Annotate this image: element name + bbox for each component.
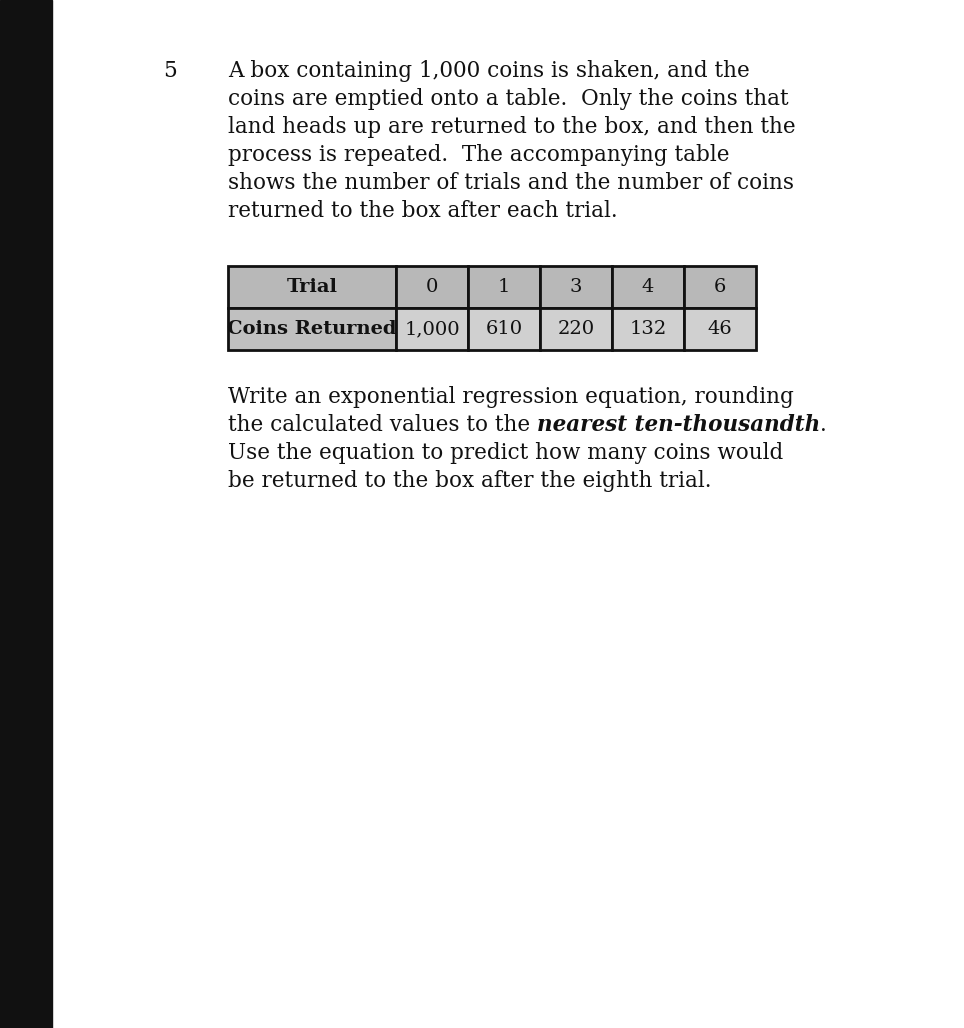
Text: be returned to the box after the eighth trial.: be returned to the box after the eighth … — [228, 470, 711, 492]
Bar — [540, 308, 612, 350]
Text: .: . — [820, 414, 827, 436]
Text: coins are emptied onto a table.  Only the coins that: coins are emptied onto a table. Only the… — [228, 88, 789, 110]
Bar — [228, 308, 396, 350]
Text: returned to the box after each trial.: returned to the box after each trial. — [228, 200, 618, 222]
Bar — [540, 266, 612, 308]
Text: 220: 220 — [557, 320, 595, 338]
Text: 1: 1 — [497, 278, 510, 296]
Text: Trial: Trial — [286, 278, 337, 296]
Text: Use the equation to predict how many coins would: Use the equation to predict how many coi… — [228, 442, 783, 464]
Bar — [684, 308, 756, 350]
Text: the calculated values to the: the calculated values to the — [228, 414, 537, 436]
Bar — [396, 308, 468, 350]
Text: 6: 6 — [713, 278, 726, 296]
Text: shows the number of trials and the number of coins: shows the number of trials and the numbe… — [228, 172, 794, 194]
Text: land heads up are returned to the box, and then the: land heads up are returned to the box, a… — [228, 116, 795, 138]
Bar — [612, 308, 684, 350]
Bar — [468, 308, 540, 350]
Bar — [684, 266, 756, 308]
Text: A box containing 1,000 coins is shaken, and the: A box containing 1,000 coins is shaken, … — [228, 60, 750, 82]
Text: 610: 610 — [486, 320, 522, 338]
Text: Coins Returned: Coins Returned — [228, 320, 397, 338]
Text: 0: 0 — [426, 278, 439, 296]
Bar — [396, 266, 468, 308]
Text: 5: 5 — [163, 60, 176, 82]
Bar — [228, 266, 396, 308]
Bar — [468, 266, 540, 308]
Bar — [612, 266, 684, 308]
Text: Write an exponential regression equation, rounding: Write an exponential regression equation… — [228, 386, 794, 408]
Text: nearest ten-thousandth: nearest ten-thousandth — [537, 414, 820, 436]
Bar — [0, 0, 52, 1028]
Text: 132: 132 — [629, 320, 667, 338]
Text: 46: 46 — [708, 320, 733, 338]
Text: 3: 3 — [570, 278, 582, 296]
Text: 1,000: 1,000 — [404, 320, 460, 338]
Text: process is repeated.  The accompanying table: process is repeated. The accompanying ta… — [228, 144, 730, 166]
Text: 4: 4 — [642, 278, 655, 296]
